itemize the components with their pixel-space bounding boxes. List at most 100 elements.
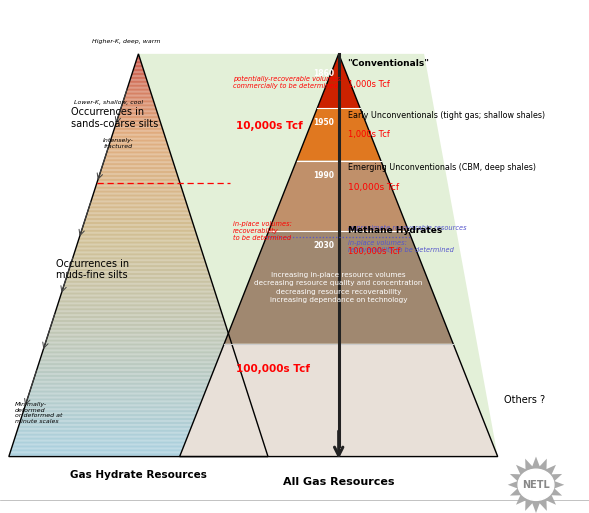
- Polygon shape: [129, 82, 148, 84]
- Text: 1990: 1990: [313, 171, 334, 180]
- Polygon shape: [120, 110, 157, 112]
- Polygon shape: [121, 105, 155, 106]
- Polygon shape: [16, 434, 261, 435]
- Text: 1950: 1950: [313, 119, 334, 128]
- Polygon shape: [99, 176, 178, 177]
- Polygon shape: [84, 222, 193, 223]
- Polygon shape: [127, 87, 150, 89]
- Polygon shape: [15, 438, 262, 439]
- Polygon shape: [98, 177, 178, 179]
- Polygon shape: [108, 148, 169, 149]
- Polygon shape: [18, 426, 259, 427]
- Polygon shape: [33, 380, 244, 381]
- Polygon shape: [84, 220, 193, 222]
- Text: NETL: NETL: [522, 480, 550, 490]
- Polygon shape: [28, 398, 249, 399]
- Polygon shape: [61, 294, 216, 295]
- Text: 1,000s Tcf: 1,000s Tcf: [348, 130, 389, 140]
- Polygon shape: [113, 130, 164, 132]
- Polygon shape: [135, 63, 142, 65]
- Polygon shape: [110, 143, 167, 144]
- Polygon shape: [94, 189, 183, 191]
- Polygon shape: [91, 199, 186, 200]
- Polygon shape: [92, 196, 184, 198]
- Polygon shape: [91, 202, 186, 203]
- Polygon shape: [104, 159, 173, 160]
- Polygon shape: [51, 324, 226, 325]
- Polygon shape: [41, 354, 236, 356]
- Polygon shape: [47, 337, 230, 339]
- Text: Lower-K, shallow, cool: Lower-K, shallow, cool: [74, 100, 144, 105]
- Polygon shape: [44, 348, 233, 349]
- Polygon shape: [508, 457, 564, 513]
- Text: Minimally-
deformed
or deformed at
minute scales: Minimally- deformed or deformed at minut…: [15, 402, 62, 424]
- Polygon shape: [103, 163, 174, 164]
- Polygon shape: [92, 198, 185, 199]
- Polygon shape: [40, 359, 237, 360]
- Text: approximate recoverable resources: approximate recoverable resources: [348, 225, 466, 231]
- Polygon shape: [55, 313, 222, 314]
- Polygon shape: [86, 215, 191, 216]
- Polygon shape: [13, 442, 264, 443]
- Text: All Gas Resources: All Gas Resources: [283, 477, 395, 487]
- Polygon shape: [85, 219, 192, 220]
- Polygon shape: [126, 91, 151, 93]
- Polygon shape: [95, 185, 181, 187]
- Polygon shape: [88, 210, 189, 211]
- Polygon shape: [71, 261, 206, 262]
- Polygon shape: [116, 122, 161, 124]
- Polygon shape: [74, 254, 203, 255]
- Polygon shape: [43, 349, 234, 350]
- Polygon shape: [49, 330, 228, 332]
- Polygon shape: [78, 241, 199, 242]
- Polygon shape: [59, 298, 217, 300]
- Polygon shape: [44, 345, 233, 346]
- Polygon shape: [125, 95, 152, 97]
- Polygon shape: [36, 371, 241, 372]
- Polygon shape: [87, 212, 190, 213]
- Polygon shape: [131, 76, 146, 78]
- Polygon shape: [94, 192, 183, 193]
- Polygon shape: [136, 59, 141, 61]
- Polygon shape: [67, 274, 210, 275]
- Polygon shape: [114, 128, 163, 129]
- Polygon shape: [100, 171, 177, 172]
- Polygon shape: [29, 391, 247, 392]
- Polygon shape: [102, 165, 175, 167]
- Polygon shape: [115, 125, 162, 126]
- Polygon shape: [46, 340, 231, 341]
- Polygon shape: [27, 400, 250, 402]
- Polygon shape: [34, 376, 243, 378]
- Polygon shape: [16, 431, 260, 432]
- Polygon shape: [133, 70, 144, 71]
- Text: Others ?: Others ?: [504, 395, 545, 405]
- Polygon shape: [71, 262, 206, 263]
- Polygon shape: [52, 322, 225, 324]
- Circle shape: [518, 469, 554, 500]
- Polygon shape: [21, 418, 256, 419]
- Polygon shape: [93, 193, 184, 195]
- Polygon shape: [104, 160, 173, 161]
- Polygon shape: [25, 404, 252, 406]
- Polygon shape: [81, 231, 196, 232]
- Polygon shape: [70, 265, 207, 266]
- Polygon shape: [102, 167, 175, 168]
- Polygon shape: [112, 133, 164, 134]
- Text: Emerging Unconventionals (CBM, deep shales): Emerging Unconventionals (CBM, deep shal…: [348, 163, 535, 172]
- Polygon shape: [131, 74, 145, 75]
- Polygon shape: [101, 168, 176, 169]
- Polygon shape: [105, 154, 171, 156]
- Polygon shape: [118, 117, 159, 119]
- Polygon shape: [52, 320, 224, 321]
- Polygon shape: [62, 289, 214, 290]
- Polygon shape: [55, 311, 222, 313]
- Polygon shape: [32, 384, 245, 385]
- Polygon shape: [124, 97, 153, 98]
- Polygon shape: [68, 273, 209, 274]
- Polygon shape: [117, 119, 160, 120]
- Polygon shape: [30, 389, 247, 391]
- Polygon shape: [68, 271, 209, 273]
- Polygon shape: [100, 172, 177, 173]
- Polygon shape: [90, 204, 187, 206]
- Polygon shape: [62, 290, 215, 291]
